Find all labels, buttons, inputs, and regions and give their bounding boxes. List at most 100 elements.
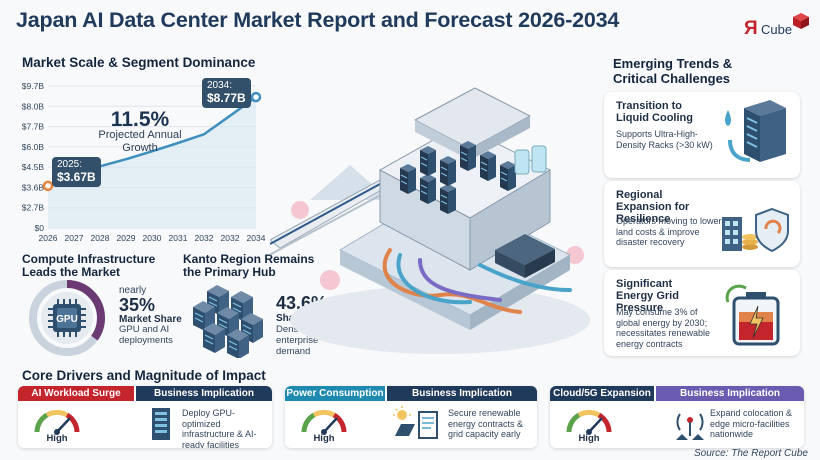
series-point — [250, 91, 262, 103]
chart-area-fill — [48, 97, 256, 228]
driver-name: Power Consumption — [285, 386, 385, 401]
kanto-title: Kanto Region Remains the Primary Hub — [183, 253, 314, 279]
battery-energy-icon — [725, 284, 780, 346]
kanto-label: Share — [276, 313, 304, 324]
y-tick-label: $8.0B — [22, 101, 45, 111]
x-tick-label: 2028 — [91, 233, 110, 243]
trend-card-energy-grid: Significant Energy Grid Pressure May con… — [604, 270, 800, 356]
server-cluster-icon — [193, 285, 263, 358]
coolant-tank-icon — [514, 145, 547, 175]
trends-title: Emerging Trends & Critical Challenges — [613, 56, 732, 86]
impl-header: Business Implication — [136, 386, 272, 401]
y-tick-label: $3.6B — [22, 182, 45, 192]
report-cube-logo: Я Cube — [738, 12, 812, 42]
kanto-title-line1: Kanto Region Remains — [183, 252, 315, 266]
gauge-icon — [566, 409, 612, 435]
compute-percent: 35% — [119, 295, 156, 315]
x-tick-label: 2032 — [221, 233, 240, 243]
x-tick-label: 2026 — [39, 233, 58, 243]
drivers-title: Core Drivers and Magnitude of Impact — [22, 368, 266, 383]
rack-unit — [420, 174, 436, 204]
cagr-value: 11.5% — [110, 108, 170, 131]
y-tick-label: $6.0B — [22, 142, 45, 152]
impl-header: Business Implication — [656, 386, 804, 401]
y-tick-label: $2.7B — [22, 203, 45, 213]
rack-unit — [400, 164, 416, 194]
callout-2025: 2025: $3.67B — [52, 157, 101, 187]
business-implication: Expand colocation & edge micro-facilitie… — [710, 408, 793, 439]
kanto-title-line2: the Primary Hub — [183, 265, 276, 279]
impact-level: High — [313, 433, 335, 444]
impact-level: High — [46, 433, 68, 444]
driver-power-consumption: Power Consumption Business Implication H… — [285, 386, 537, 448]
logo-text: Cube — [761, 22, 793, 37]
callout-2025-year: 2025: — [57, 159, 83, 170]
trend-card-desc: Operators moving to lower land costs & i… — [616, 216, 722, 247]
server-box — [203, 323, 225, 353]
callout-2034-value: $8.77B — [207, 91, 246, 105]
x-tick-label: 2030 — [143, 233, 162, 243]
cube-icon — [793, 13, 809, 29]
cagr-label: Projected Annual Growth — [98, 129, 182, 154]
rack-unit — [460, 141, 476, 171]
market-scale-title: Market Scale & Segment Dominance — [22, 55, 256, 70]
callout-2034: 2034: $8.77B — [202, 78, 251, 108]
callout-2025-value: $3.67B — [57, 170, 96, 184]
y-axis-ticks: $0 $2.7B $3.6B $4.5B $6.0B $7.7B $8.0B $9.7B — [22, 81, 45, 233]
y-tick-label: $0 — [35, 223, 45, 233]
y-tick-label: $7.7B — [22, 122, 45, 132]
x-tick-label: 2027 — [65, 233, 84, 243]
trend-card-desc: May consume 3% of global energy by 2030;… — [616, 307, 711, 349]
renewable-energy-icon — [393, 406, 438, 439]
trends-title-line1: Emerging Trends & — [613, 56, 733, 71]
source-citation: Source: The Report Cube — [694, 448, 808, 459]
x-tick-label: 2034 — [247, 233, 266, 243]
data-center-illustration — [270, 87, 590, 354]
gauge-icon — [34, 409, 80, 435]
x-tick-label: 2029 — [117, 233, 136, 243]
impact-level: High — [578, 433, 600, 444]
business-implication: Deploy GPU-optimized infrastructure & AI… — [182, 408, 257, 448]
antenna-icon — [676, 413, 704, 440]
bullet-train-icon — [270, 179, 392, 256]
trend-card-title: Regional Expansion for Resilience — [616, 189, 690, 225]
gpu-share-ring: GPU — [29, 280, 105, 356]
trend-card-liquid-cooling: Transition to Liquid Cooling Supports Ul… — [604, 92, 800, 178]
rack-unit — [440, 184, 456, 214]
business-implication: Secure renewable energy contracts & grid… — [448, 408, 524, 439]
y-tick-label: $4.5B — [22, 162, 45, 172]
x-axis-ticks: 2026 2027 2028 2029 2030 2031 2032 2032 2034 — [39, 233, 266, 243]
liquid-cooling-rack-icon — [725, 100, 786, 162]
compute-nearly: nearly — [119, 285, 147, 296]
compute-title: Compute Infrastructure Leads the Market — [22, 253, 155, 279]
compute-title-line2: Leads the Market — [22, 265, 121, 279]
x-tick-label: 2032 — [195, 233, 214, 243]
compute-desc: GPU and AI deployments — [119, 324, 173, 346]
market-line-chart: $0 $2.7B $3.6B $4.5B $6.0B $7.7B $8.0B $9.7B 20… — [22, 81, 266, 243]
trend-card-title: Significant Energy Grid Pressure — [616, 278, 679, 314]
page-title: Japan AI Data Center Market Report and F… — [16, 8, 620, 32]
regional-expansion-icon — [722, 207, 789, 253]
driver-name: Cloud/5G Expansion — [550, 386, 654, 401]
network-switch-icon — [495, 234, 555, 278]
rack-unit — [440, 156, 456, 186]
callout-2034-year: 2034: — [207, 80, 233, 91]
server-box — [193, 301, 215, 331]
rack-unit — [420, 146, 436, 176]
rack-unit — [500, 161, 516, 191]
driver-name: AI Workload Surge — [18, 386, 134, 401]
server-rack-icon — [400, 141, 516, 214]
trend-card-title: Transition to Liquid Cooling — [616, 100, 693, 124]
rack-unit — [480, 151, 496, 181]
gpu-chip-label: GPU — [56, 314, 78, 325]
server-rack-icon — [152, 408, 170, 440]
logo-r-letter: Я — [744, 18, 758, 39]
trends-title-line2: Critical Challenges — [613, 71, 731, 86]
kanto-desc: Dense enterprise demand — [276, 324, 319, 357]
trend-card-regional-expansion: Regional Expansion for Resilience Operat… — [604, 181, 800, 267]
impl-header: Business Implication — [387, 386, 537, 401]
server-box — [227, 329, 249, 358]
trend-card-desc: Supports Ultra-High-Density Racks (>30 k… — [616, 129, 713, 150]
gauge-icon — [301, 409, 347, 435]
series-point — [42, 180, 54, 192]
